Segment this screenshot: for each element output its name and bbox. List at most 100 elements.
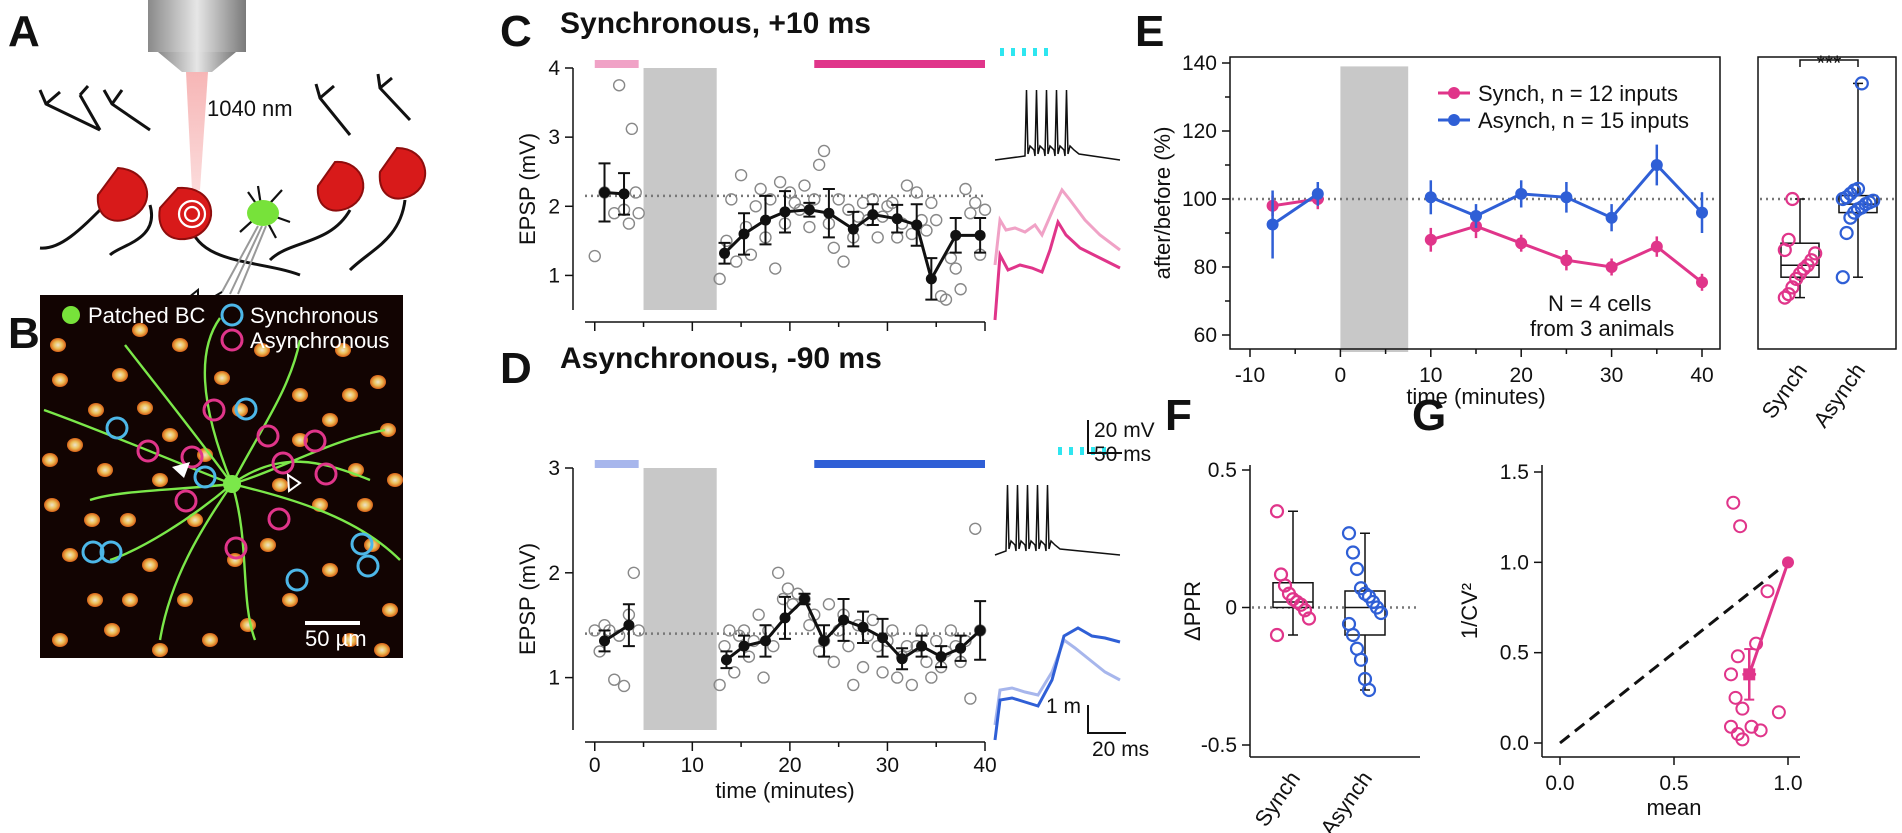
chart-g: 0.0 0.5 1.0 1.5 0.0 0.5 1.0 mean 1/CV² [1457, 461, 1803, 820]
trial-point [808, 193, 821, 206]
objective-tip [158, 52, 236, 72]
cell-body [67, 438, 83, 452]
synch-point [1781, 232, 1796, 247]
mean-to-ref-line [1747, 561, 1790, 675]
trial-point [871, 231, 884, 244]
cell-point [1735, 701, 1750, 716]
cell-body [370, 375, 386, 389]
cell-body [335, 343, 351, 357]
synch-point [1515, 237, 1528, 250]
cell-point [1744, 719, 1759, 734]
trial-point [629, 186, 642, 199]
trial-point [954, 283, 967, 296]
cell-body [322, 413, 338, 427]
cell-body [50, 338, 66, 352]
trial-point [866, 613, 880, 627]
asynch-point [1424, 191, 1437, 204]
cell-body [162, 428, 178, 442]
y-tick-label: 1.0 [1500, 551, 1529, 574]
y-tick-label: 1 [548, 667, 560, 690]
asynch-category-label: Asynch [1315, 767, 1377, 833]
trial-point [622, 217, 636, 230]
trial-point [964, 692, 977, 705]
trial-point [608, 673, 621, 686]
basket-cell-soma [247, 200, 279, 226]
significance-bracket [1799, 59, 1859, 67]
recording-pipette [221, 225, 267, 295]
trial-point [723, 624, 736, 637]
stimulated-cells [81, 397, 380, 592]
trial-point [822, 598, 836, 611]
y-axis-label: after/before (%) [1150, 127, 1175, 280]
asynch-point [1866, 193, 1881, 208]
cell-body [112, 368, 128, 382]
epsp-trace-before-d [993, 637, 1121, 726]
note-animals: from 3 animals [1530, 316, 1674, 341]
trial-point [964, 206, 977, 220]
y-tick-label: 1.5 [1500, 461, 1529, 484]
legend-patched-bc: Patched BC [88, 303, 206, 328]
synch-category-label: Synch [1757, 359, 1813, 423]
identity-line [1559, 561, 1789, 745]
stim-marker [1091, 447, 1095, 455]
synch-point [1301, 611, 1317, 626]
mean-point [823, 207, 835, 219]
mean-point [799, 593, 811, 605]
cell-body [120, 513, 136, 527]
mean-point [916, 640, 928, 652]
scale-bar-spikes [1087, 420, 1122, 454]
asynch-cell-ring [136, 439, 160, 463]
asynch-cell-ring [174, 489, 198, 513]
trial-point [773, 175, 787, 189]
cell-point [1730, 649, 1745, 664]
trial-point [757, 671, 770, 684]
y-tick-label: 60 [1194, 324, 1217, 347]
asynch-cell-ring [224, 536, 248, 560]
panel-label-e: E [1135, 7, 1164, 56]
x-tick-label: 40 [973, 754, 996, 777]
mean-point [857, 621, 869, 633]
cell-body [380, 423, 396, 437]
y-tick-label: -0.5 [1201, 734, 1237, 757]
trial-point [781, 582, 795, 595]
trial-point [949, 262, 962, 275]
stim-marker [1080, 447, 1084, 455]
mean-point [974, 229, 986, 241]
x-tick-label: 10 [681, 754, 704, 777]
mean-point [891, 213, 903, 225]
scale-bar-label: 50 µm [305, 626, 367, 651]
asynch-cell-ring [267, 507, 291, 531]
condition-bar [814, 60, 985, 68]
cell-body [342, 633, 358, 647]
trial-point [837, 255, 850, 268]
mean-point [738, 640, 750, 652]
mean-point [759, 635, 771, 647]
scale-label-m: 1 m [1046, 695, 1081, 718]
asynch-cell-ring [314, 462, 338, 486]
trial-point [842, 639, 855, 653]
asynch-point [1470, 210, 1482, 222]
asynch-point [1605, 211, 1618, 224]
cell-body [260, 538, 276, 552]
stim-markers-c [1000, 48, 1048, 56]
y-tick-label: 0.0 [1500, 732, 1529, 755]
mean-point [974, 624, 986, 636]
asynch-point [1515, 187, 1528, 200]
trial-point [612, 79, 626, 92]
panel-b-micrograph: Patched BC Synchronous Asynchronous 50 µ… [40, 295, 403, 658]
cell-point [1753, 723, 1768, 738]
panel-label-g: G [1412, 391, 1446, 440]
trial-point [752, 608, 765, 621]
cell-point [1726, 495, 1741, 510]
stim-marker [1102, 447, 1106, 455]
trial-point [969, 196, 982, 210]
y-axis-label: EPSP (mV) [515, 543, 540, 655]
mean-point [623, 619, 635, 631]
x-tick-label: 1.0 [1773, 772, 1802, 795]
x-tick-label: 0 [589, 754, 601, 777]
asynch-cell-ring [271, 451, 295, 475]
mean-point [818, 635, 830, 647]
asynch-point [1650, 159, 1663, 171]
trial-point [776, 592, 790, 606]
